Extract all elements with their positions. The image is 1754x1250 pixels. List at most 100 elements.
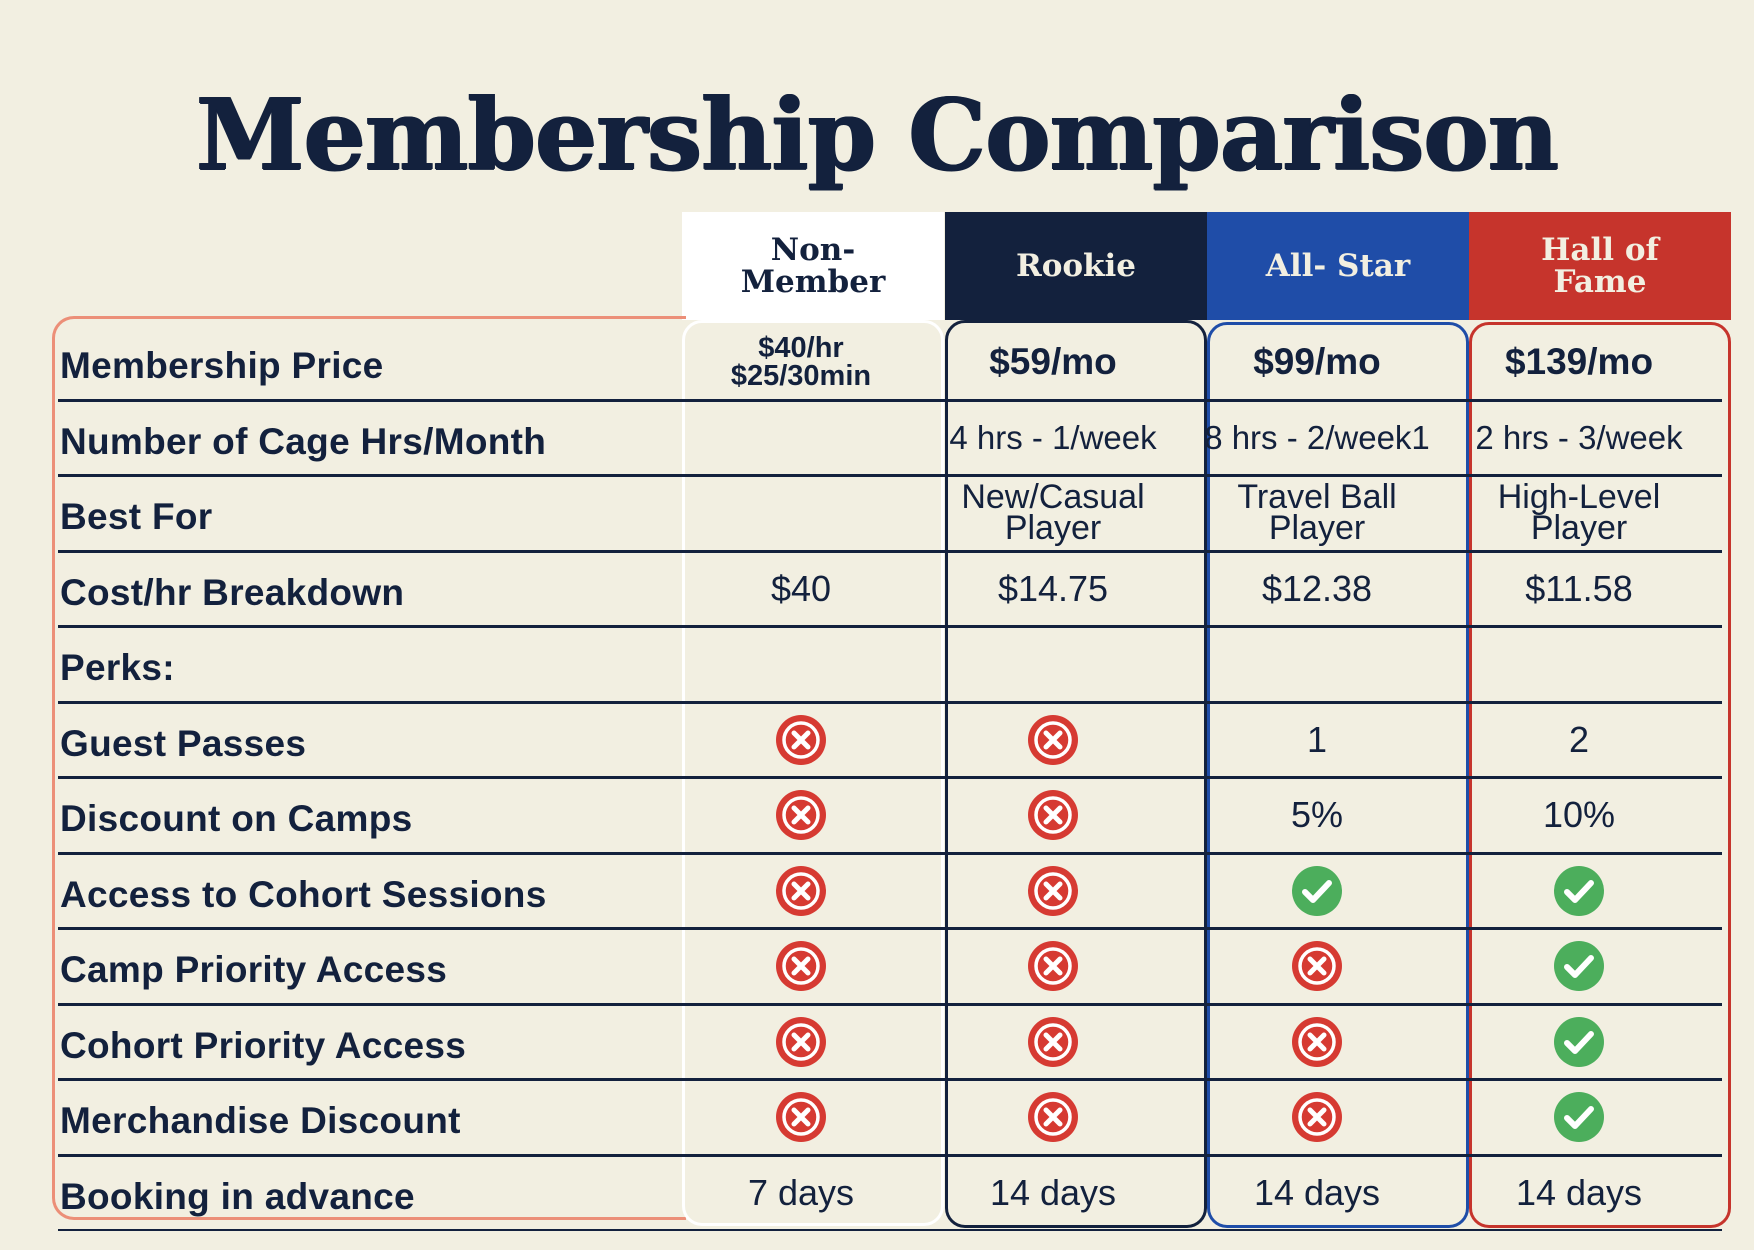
table-cell: 10% — [1448, 779, 1710, 852]
table-cell — [682, 628, 920, 701]
table-row: Booking in advance 7 days 14 days 14 days 14… — [58, 1157, 1722, 1231]
row-label: Guest Passes — [60, 722, 307, 764]
tier-header-all-star: All- Star — [1207, 212, 1469, 320]
table-cell — [920, 1081, 1186, 1154]
table-cell: 14 days — [920, 1157, 1186, 1230]
cell-text: $99/mo — [1253, 341, 1381, 383]
x-circle-icon — [776, 714, 826, 765]
x-circle-icon — [1028, 714, 1078, 765]
x-circle-icon — [1292, 1016, 1342, 1067]
row-label: Cost/hr Breakdown — [60, 571, 405, 613]
table-row: Camp Priority Access — [58, 930, 1722, 1006]
cell-text: $25/30min — [730, 360, 872, 393]
table-row: Perks: — [58, 628, 1722, 704]
table-cell — [682, 930, 920, 1003]
table-cell: $139/mo — [1448, 326, 1710, 399]
x-circle-icon — [776, 1092, 826, 1143]
table-cell — [682, 1006, 920, 1079]
table-cell — [1448, 855, 1710, 928]
table-cell — [682, 1081, 920, 1154]
tier-header-rookie: Rookie — [945, 212, 1207, 320]
table-row: Discount on Camps 5% 10% — [58, 779, 1722, 855]
table-cell — [920, 704, 1186, 777]
table-cell — [682, 855, 920, 928]
row-label: Best For — [60, 496, 213, 538]
table-cell — [682, 477, 920, 550]
table-cell — [1448, 1081, 1710, 1154]
table-cell: $40 — [682, 553, 920, 626]
x-circle-icon — [1028, 941, 1078, 992]
cell-text: 2 — [1568, 718, 1590, 760]
cell-text: $11.58 — [1525, 567, 1633, 609]
x-circle-icon — [1028, 790, 1078, 841]
x-circle-icon — [1292, 1092, 1342, 1143]
row-label: Discount on Camps — [60, 798, 413, 840]
table-cell — [1448, 930, 1710, 1003]
table-cell: 7 days — [682, 1157, 920, 1230]
table-cell: 14 days — [1186, 1157, 1448, 1230]
table-cell: 1 — [1186, 704, 1448, 777]
table-cell — [1448, 1006, 1710, 1079]
check-circle-icon — [1554, 1016, 1604, 1067]
comparison-table: Membership Price $40/hr $25/30min $59/mo $99… — [58, 326, 1722, 1231]
row-label: Merchandise Discount — [60, 1100, 461, 1142]
table-cell — [1186, 1006, 1448, 1079]
table-cell: $11.58 — [1448, 553, 1710, 626]
x-circle-icon — [1028, 1092, 1078, 1143]
table-cell — [682, 779, 920, 852]
cell-text: 1 — [1306, 718, 1328, 760]
page-title: Membership Comparison — [195, 78, 1559, 193]
table-row: Cohort Priority Access — [58, 1006, 1722, 1081]
table-cell — [1186, 930, 1448, 1003]
table-cell: Travel Ball Player — [1186, 477, 1448, 550]
table-cell — [920, 930, 1186, 1003]
x-circle-icon — [1292, 941, 1342, 992]
x-circle-icon — [1028, 1016, 1078, 1067]
x-circle-icon — [776, 865, 826, 916]
cell-text: $14.75 — [997, 567, 1109, 609]
cell-text: 7 days — [747, 1171, 855, 1213]
cell-text: $40 — [770, 567, 832, 609]
cell-text: Player — [1004, 509, 1102, 548]
table-cell — [1186, 1081, 1448, 1154]
cell-text: $59/mo — [989, 341, 1117, 383]
row-label: Camp Priority Access — [60, 949, 448, 991]
x-circle-icon — [776, 790, 826, 841]
table-cell: $99/mo — [1186, 326, 1448, 399]
table-cell: New/Casual Player — [920, 477, 1186, 550]
cell-text: 10% — [1542, 794, 1616, 836]
tier-header-line: Hall of — [1541, 232, 1659, 268]
cell-text: 14 days — [1515, 1171, 1643, 1213]
table-cell — [920, 779, 1186, 852]
table-cell — [682, 402, 920, 475]
tier-header-line: Fame — [1553, 264, 1647, 300]
table-cell: 14 days — [1448, 1157, 1710, 1230]
x-circle-icon — [776, 1016, 826, 1067]
table-cell — [1186, 855, 1448, 928]
row-label: Number of Cage Hrs/Month — [60, 420, 547, 462]
table-cell: 2 hrs - 3/week — [1448, 402, 1710, 475]
table-cell: 5% — [1186, 779, 1448, 852]
tier-header-hall-of-fame: Hall of Fame — [1469, 212, 1731, 320]
table-cell: $40/hr $25/30min — [682, 326, 920, 399]
tier-header-line: Non- — [770, 232, 856, 268]
tier-header-label: Rookie — [1015, 248, 1137, 284]
table-row: Merchandise Discount — [58, 1081, 1722, 1157]
x-circle-icon — [1028, 865, 1078, 916]
table-cell — [920, 855, 1186, 928]
check-circle-icon — [1554, 1092, 1604, 1143]
table-cell — [920, 628, 1186, 701]
check-circle-icon — [1292, 865, 1342, 916]
cell-text: Travel Ball — [1237, 478, 1397, 517]
table-cell — [682, 704, 920, 777]
cell-text: 14 days — [989, 1171, 1117, 1213]
table-cell: $12.38 — [1186, 553, 1448, 626]
cell-text: Player — [1268, 509, 1366, 548]
table-cell: 2 — [1448, 704, 1710, 777]
cell-text: 2 hrs - 3/week — [1475, 418, 1683, 456]
cell-text: New/Casual — [961, 478, 1145, 517]
cell-text: $40/hr — [758, 332, 844, 365]
cell-text: $139/mo — [1504, 341, 1654, 383]
table-row: Cost/hr Breakdown $40 $14.75 $12.38 $11.58 — [58, 553, 1722, 628]
check-circle-icon — [1554, 865, 1604, 916]
